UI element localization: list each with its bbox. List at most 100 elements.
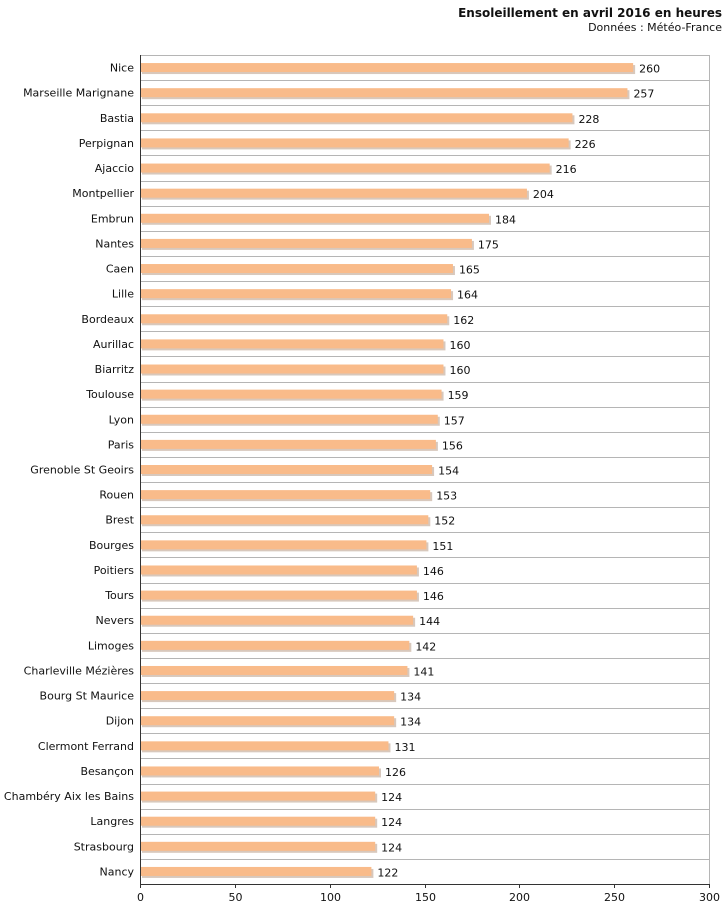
category-label: Lyon xyxy=(109,413,134,426)
x-tick-label: 50 xyxy=(229,891,243,904)
axis-layer: 0 50 100 150 200 250 300 xyxy=(137,55,720,904)
value-label: 165 xyxy=(459,264,480,277)
category-label: Clermont Ferrand xyxy=(38,740,134,753)
bar xyxy=(140,163,550,173)
chart-title: Ensoleillement en avril 2016 en heures xyxy=(458,6,722,20)
value-label: 184 xyxy=(495,213,516,226)
category-label: Nevers xyxy=(95,614,134,627)
value-label: 146 xyxy=(423,565,444,578)
value-label: 160 xyxy=(449,339,470,352)
value-label: 156 xyxy=(442,439,463,452)
value-label: 228 xyxy=(578,113,599,126)
value-label: 124 xyxy=(381,791,402,804)
category-label: Nice xyxy=(110,62,134,75)
category-label: Strasbourg xyxy=(74,840,134,853)
bar xyxy=(140,490,431,500)
bar xyxy=(140,414,438,424)
category-label: Embrun xyxy=(91,212,134,225)
category-label: Aurillac xyxy=(93,338,134,351)
bar xyxy=(140,389,442,399)
bar xyxy=(140,866,372,876)
category-label: Dijon xyxy=(106,715,134,728)
category-label: Ajaccio xyxy=(95,162,134,175)
value-label: 216 xyxy=(556,163,577,176)
category-label: Marseille Marignane xyxy=(23,87,134,100)
bar xyxy=(140,665,408,675)
category-label: Tours xyxy=(104,589,134,602)
value-label: 151 xyxy=(432,540,453,553)
x-tick-label: 150 xyxy=(415,891,436,904)
bar xyxy=(140,540,427,550)
value-label: 160 xyxy=(449,364,470,377)
category-label: Bourges xyxy=(89,539,134,552)
bar xyxy=(140,289,452,299)
value-label: 164 xyxy=(457,289,478,302)
category-label: Montpellier xyxy=(72,187,134,200)
value-label: 144 xyxy=(419,615,440,628)
bar xyxy=(140,716,395,726)
x-tick-label: 100 xyxy=(320,891,341,904)
category-label: Langres xyxy=(90,815,134,828)
category-label: Caen xyxy=(106,263,134,276)
bar xyxy=(140,741,389,751)
category-label: Toulouse xyxy=(85,388,134,401)
bar xyxy=(140,615,414,625)
value-label: 260 xyxy=(639,63,660,76)
category-label: Rouen xyxy=(99,489,134,502)
x-tick-label: 0 xyxy=(137,891,144,904)
value-label: 131 xyxy=(394,741,415,754)
category-label: Charleville Mézières xyxy=(24,664,135,677)
x-tick-label: 250 xyxy=(604,891,625,904)
bar xyxy=(140,314,448,324)
category-label: Nantes xyxy=(95,237,134,250)
grid-layer xyxy=(140,55,710,885)
chart-subtitle: Données : Météo-France xyxy=(588,21,722,34)
value-label: 257 xyxy=(633,88,654,101)
label-layer: Nice 260 Marseille Marignane 257 Bastia 228 Pe… xyxy=(4,62,660,880)
bar-layer xyxy=(140,63,636,878)
bar xyxy=(140,691,395,701)
value-label: 153 xyxy=(436,490,457,503)
value-label: 204 xyxy=(533,188,554,201)
category-label: Poitiers xyxy=(94,564,135,577)
bar xyxy=(140,63,634,73)
bar xyxy=(140,364,444,374)
category-label: Lille xyxy=(112,288,134,301)
x-tick-label: 300 xyxy=(699,891,720,904)
value-label: 124 xyxy=(381,816,402,829)
bar xyxy=(140,791,376,801)
bar xyxy=(140,590,417,600)
value-label: 134 xyxy=(400,716,421,729)
value-label: 142 xyxy=(415,640,436,653)
category-label: Chambéry Aix les Bains xyxy=(4,790,134,803)
bar xyxy=(140,565,417,575)
category-label: Paris xyxy=(108,438,134,451)
bar xyxy=(140,766,379,776)
value-label: 134 xyxy=(400,691,421,704)
category-label: Biarritz xyxy=(95,363,135,376)
category-label: Limoges xyxy=(88,639,134,652)
value-label: 124 xyxy=(381,841,402,854)
value-label: 157 xyxy=(444,414,465,427)
category-label: Perpignan xyxy=(79,137,134,150)
bar xyxy=(140,515,429,525)
value-label: 175 xyxy=(478,238,499,251)
value-label: 226 xyxy=(575,138,596,151)
bar xyxy=(140,841,376,851)
bar xyxy=(140,88,628,98)
bar xyxy=(140,188,527,198)
bar xyxy=(140,213,489,223)
bar xyxy=(140,138,569,148)
bar xyxy=(140,640,410,650)
value-label: 126 xyxy=(385,766,406,779)
value-label: 154 xyxy=(438,465,459,478)
category-label: Grenoble St Geoirs xyxy=(30,464,134,477)
category-label: Brest xyxy=(105,514,134,527)
category-label: Nancy xyxy=(100,865,135,878)
value-label: 159 xyxy=(448,389,469,402)
bar xyxy=(140,113,573,123)
value-label: 122 xyxy=(377,866,398,879)
value-label: 141 xyxy=(413,665,434,678)
bar xyxy=(140,439,436,449)
